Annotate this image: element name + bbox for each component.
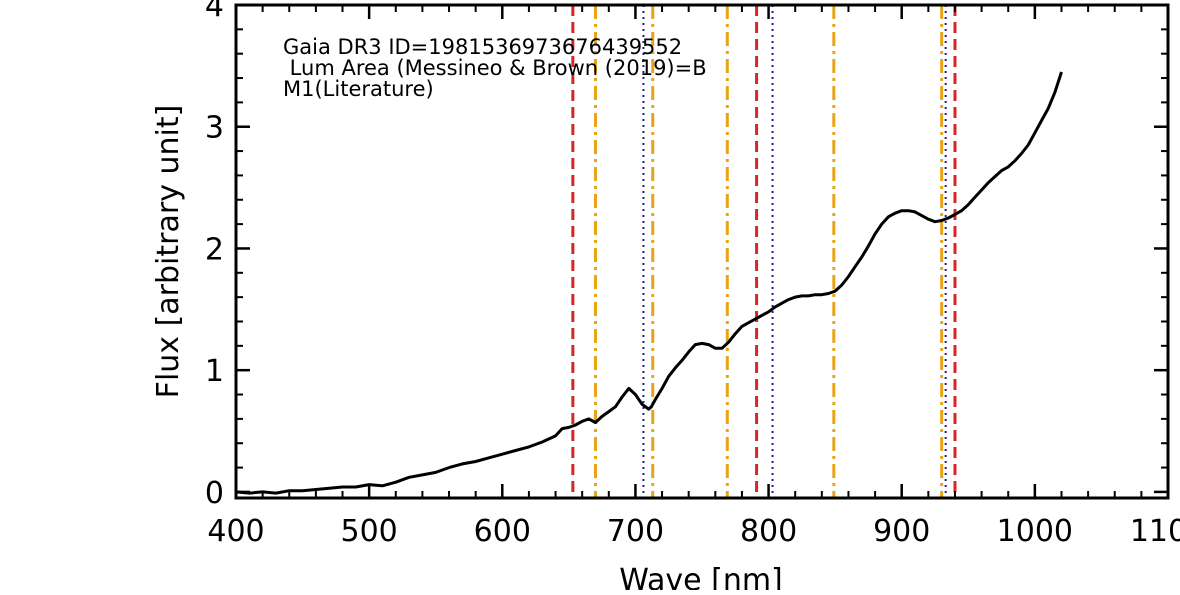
annotation-literature: M1(Literature) <box>283 77 434 101</box>
y-tick-label: 1 <box>205 354 224 389</box>
spectrum-line-0 <box>235 71 1063 495</box>
spectral-line-markers <box>571 5 957 498</box>
plot-frame <box>234 3 1170 500</box>
annotation-lum-area: Lum Area (Messineo & Brown (2019)=B <box>283 56 707 80</box>
annotation-gaia-id: Gaia DR3 ID=1981536973676439552 <box>283 35 682 59</box>
y-tick-label: 2 <box>205 232 224 267</box>
y-tick-label: 0 <box>205 476 224 511</box>
x-tick-label: 500 <box>341 514 398 549</box>
series-layer <box>235 71 1063 495</box>
annotations: Gaia DR3 ID=1981536973676439552 Lum Area… <box>283 35 707 101</box>
x-tick-label: 900 <box>873 514 930 549</box>
y-tick-label: 3 <box>205 111 224 146</box>
y-axis-label: Flux [arbitrary unit] <box>151 105 186 399</box>
x-tick-label: 800 <box>740 514 797 549</box>
x-tick-label: 1000 <box>997 514 1073 549</box>
x-tick-label: 400 <box>207 514 264 549</box>
y-tick-label: 4 <box>205 0 224 24</box>
x-tick-label: 700 <box>607 514 664 549</box>
x-axis-label: Wave [nm] <box>619 563 783 590</box>
y-tick-labels: 0 1 2 3 4 <box>205 0 224 511</box>
x-tick-label: 600 <box>474 514 531 549</box>
